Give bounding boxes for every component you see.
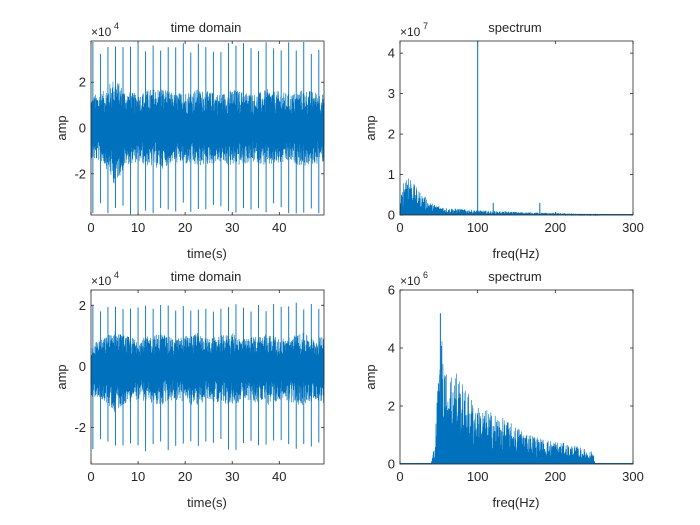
x-tick-label: 20 [178,469,192,484]
x-tick-label: 40 [272,220,286,235]
signal-trace [90,81,325,184]
y-tick-label: 4 [388,341,395,356]
y-axis-label: amp [363,115,378,140]
svg-text:×10: ×10 [91,274,112,288]
plot-area [90,302,325,452]
y-tick-label: 0 [388,208,395,223]
subplot-spectrum-1: spectrum ×10 7 amp freq(Hz) 0 100 200 300 0 1… [363,20,644,261]
y-tick-label: 3 [388,86,395,101]
axes-box [399,289,634,465]
chart-title: spectrum [488,20,541,35]
x-axis-label: freq(Hz) [493,246,540,261]
axes-box [399,40,634,216]
y-tick-label: 0 [388,457,395,472]
svg-text:×10: ×10 [400,274,421,288]
x-tick-label: 0 [87,469,94,484]
x-tick-label: 10 [131,220,145,235]
svg-text:×10: ×10 [91,25,112,39]
plot-area [90,41,325,215]
subplot-time-domain-2: time domain ×10 4 amp time(s) 0 10 20 30 40-… [54,269,325,510]
spike-series [92,302,320,452]
x-tick-label: 200 [544,469,566,484]
svg-text:4: 4 [114,21,119,31]
y-tick-label: 1 [388,167,395,182]
x-tick-label: 30 [225,220,239,235]
x-tick-label: 10 [131,469,145,484]
x-tick-label: 40 [272,469,286,484]
y-tick-label: 2 [388,127,395,142]
chart-title: time domain [171,269,242,284]
exponent-label: ×10 4 [91,21,119,39]
x-tick-label: 0 [396,220,403,235]
x-tick-label: 300 [622,220,644,235]
spectrum-trace [400,341,633,465]
chart-title: spectrum [488,269,541,284]
y-tick-label: 0 [79,121,86,136]
tick-marks: 0 10 20 30 40 -2 0 2 [74,41,324,235]
x-tick-label: 200 [544,220,566,235]
subplot-time-domain-1: time domain ×10 4 amp time(s) 0 10 20 30 40-… [54,20,325,261]
y-tick-label: 6 [388,283,395,298]
subplot-spectrum-2: spectrum ×10 6 amp freq(Hz) 0 100 200 300 0 2… [363,269,644,510]
svg-text:6: 6 [423,270,428,280]
x-axis-label: time(s) [187,246,227,261]
y-tick-label: 4 [388,46,395,61]
exponent-label: ×10 4 [91,270,119,288]
x-tick-label: 100 [467,469,489,484]
x-tick-label: 0 [87,220,94,235]
svg-text:7: 7 [423,21,428,31]
axes-box [90,40,325,216]
x-tick-label: 0 [396,469,403,484]
plot-area [400,313,633,465]
y-tick-label: 2 [79,75,86,90]
x-tick-label: 30 [225,469,239,484]
y-tick-label: 0 [79,359,86,374]
y-axis-label: amp [54,364,69,389]
y-tick-label: 2 [388,399,395,414]
exponent-label: ×10 6 [400,270,428,288]
x-axis-label: time(s) [187,495,227,510]
exponent-label: ×10 7 [400,21,428,39]
x-tick-label: 300 [622,469,644,484]
x-axis-label: freq(Hz) [493,495,540,510]
tick-marks: 0 100 200 300 0 2 4 6 [388,283,644,485]
y-tick-label: 2 [79,298,86,313]
svg-text:4: 4 [114,270,119,280]
signal-trace [90,330,325,412]
y-axis-label: amp [54,115,69,140]
y-tick-label: -2 [74,420,86,435]
tick-marks: 0 10 20 30 40 -2 0 2 [74,290,324,484]
y-axis-label: amp [363,364,378,389]
chart-title: time domain [171,20,242,35]
plot-area [399,41,633,217]
svg-text:×10: ×10 [400,25,421,39]
x-tick-label: 20 [178,220,192,235]
axes-box [90,289,325,465]
x-tick-label: 100 [467,220,489,235]
y-tick-label: -2 [74,166,86,181]
spike-series [92,41,320,215]
